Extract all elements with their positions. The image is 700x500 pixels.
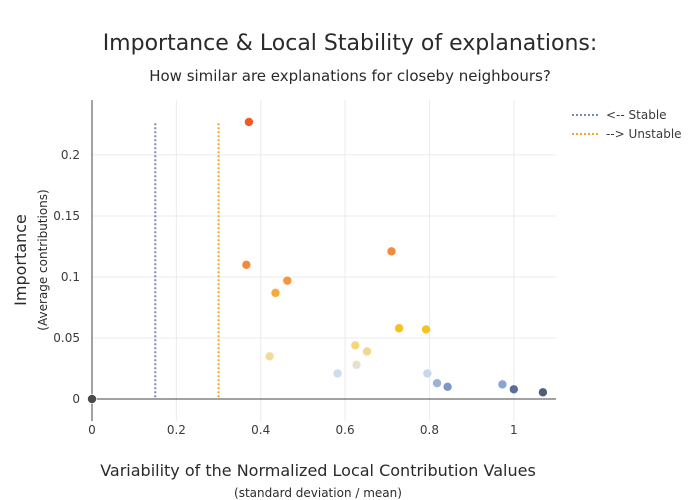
threshold-lines <box>154 123 220 400</box>
y-tick-label: 0 <box>72 392 80 406</box>
chart-subtitle: How similar are explanations for closeby… <box>149 67 551 85</box>
data-point <box>282 275 293 286</box>
chart-title: Importance & Local Stability of explanat… <box>103 31 598 56</box>
data-point <box>422 368 433 379</box>
data-point <box>350 340 361 351</box>
y-axis-subtitle: (Average contributions) <box>36 189 50 330</box>
data-points <box>87 117 548 404</box>
x-tick-label: 0.4 <box>251 423 270 437</box>
data-point <box>509 384 519 395</box>
data-point <box>421 324 431 335</box>
x-tick-label: 1 <box>510 423 518 437</box>
data-point <box>87 394 97 404</box>
data-point <box>332 368 343 379</box>
x-tick-label: 0 <box>88 423 96 437</box>
y-tick-label: 0.15 <box>53 209 80 223</box>
y-tick-label: 0.1 <box>61 270 80 284</box>
data-point <box>442 382 453 392</box>
data-point <box>432 378 442 388</box>
x-axis-title: Variability of the Normalized Local Cont… <box>100 461 536 480</box>
legend-label: --> Unstable <box>606 127 682 141</box>
grid <box>92 100 556 421</box>
data-point <box>241 259 252 270</box>
tick-labels: 0 0.05 0.1 0.15 0.2 0 0.2 0.4 0.6 0.8 1 <box>53 148 517 437</box>
x-tick-label: 0.8 <box>420 423 439 437</box>
y-tick-label: 0.2 <box>61 148 80 162</box>
data-point <box>244 117 254 127</box>
data-point <box>386 246 397 257</box>
data-point <box>264 351 275 362</box>
x-tick-label: 0.2 <box>167 423 186 437</box>
data-point <box>538 387 548 398</box>
y-axis-title: Importance <box>11 214 30 306</box>
axes <box>91 100 556 421</box>
data-point <box>394 323 404 334</box>
x-axis-subtitle: (standard deviation / mean) <box>234 486 402 500</box>
y-tick-label: 0.05 <box>53 331 80 345</box>
data-point <box>351 360 362 370</box>
legend: <-- Stable --> Unstable <box>572 108 682 141</box>
data-point <box>362 346 372 357</box>
data-point <box>270 288 281 298</box>
legend-label: <-- Stable <box>606 108 667 122</box>
x-tick-label: 0.6 <box>336 423 355 437</box>
data-point <box>497 379 508 390</box>
